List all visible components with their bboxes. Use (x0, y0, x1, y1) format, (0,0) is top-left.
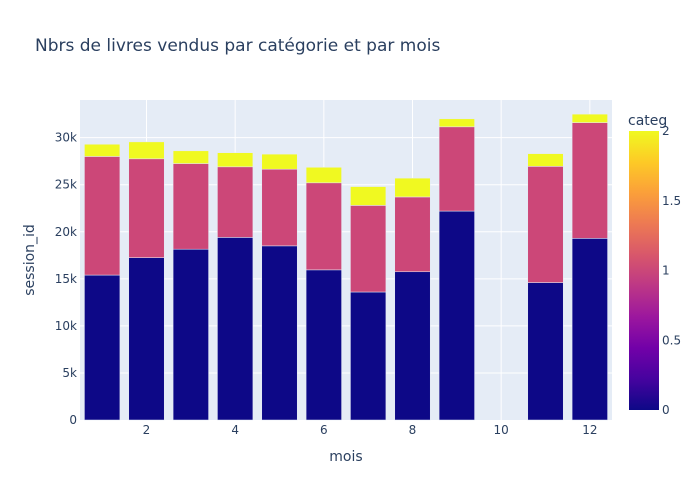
bar-segment (128, 158, 165, 258)
x-axis-ticks: 2 4 6 8 10 12 (143, 423, 598, 437)
bar-segment (527, 153, 564, 167)
bar-segment (305, 182, 342, 271)
colorbar-ticks: 0 0.5 1 1.5 2 (662, 124, 681, 417)
colorbar: categ 0 0.5 1 1.5 2 (628, 113, 681, 417)
y-tick-label: 0 (69, 413, 77, 427)
bar-segment (394, 196, 431, 273)
bar-segment (172, 150, 209, 164)
bar-segment (438, 126, 475, 212)
bar-segment (172, 248, 209, 421)
colorbar-tick-label: 0.5 (662, 333, 681, 347)
bar-segment (571, 113, 608, 123)
colorbar-tick-label: 0 (662, 403, 670, 417)
x-tick-label: 10 (494, 423, 509, 437)
y-tick-label: 30k (55, 131, 77, 145)
y-tick-label: 10k (55, 319, 77, 333)
bar-segment (217, 166, 254, 238)
bar-segment (571, 122, 608, 239)
bars (84, 113, 608, 421)
bar-segment (261, 168, 298, 247)
bar-segment (350, 291, 387, 421)
bar-segment (217, 237, 254, 421)
bar-segment (84, 274, 121, 421)
bar-segment (527, 282, 564, 421)
y-tick-label: 15k (55, 272, 77, 286)
colorbar-gradient (629, 131, 659, 410)
y-tick-label: 5k (62, 366, 77, 380)
x-tick-label: 4 (231, 423, 239, 437)
bar-segment (261, 245, 298, 421)
y-axis-title: session_id (22, 224, 38, 296)
y-tick-label: 25k (55, 178, 77, 192)
bar-segment (217, 152, 254, 168)
colorbar-tick-label: 1.5 (662, 194, 681, 208)
x-tick-label: 12 (582, 423, 597, 437)
bar-segment (84, 156, 121, 276)
y-tick-label: 20k (55, 225, 77, 239)
bar-segment (571, 238, 608, 421)
bar-segment (350, 186, 387, 206)
colorbar-tick-label: 1 (662, 264, 670, 278)
bar-segment (84, 143, 121, 157)
bar-segment (394, 271, 431, 421)
bar-segment (527, 166, 564, 283)
y-axis-ticks: 0 5k 10k 15k 20k 25k 30k (55, 131, 77, 427)
colorbar-title: categ (628, 113, 667, 129)
bar-segment (438, 118, 475, 128)
x-tick-label: 6 (320, 423, 328, 437)
bar-segment (394, 177, 431, 198)
bar-segment (438, 210, 475, 421)
bar-segment (261, 153, 298, 170)
bar-segment (172, 163, 209, 250)
chart-title: Nbrs de livres vendus par catégorie et p… (35, 36, 440, 56)
bar-segment (350, 205, 387, 293)
x-tick-label: 2 (143, 423, 151, 437)
bar-segment (128, 141, 165, 160)
bar-segment (305, 167, 342, 184)
bar-segment (128, 257, 165, 421)
colorbar-tick-label: 2 (662, 124, 670, 138)
x-tick-label: 8 (409, 423, 417, 437)
bar-segment (305, 269, 342, 421)
x-axis-title: mois (329, 449, 362, 465)
plot-area (80, 100, 612, 420)
